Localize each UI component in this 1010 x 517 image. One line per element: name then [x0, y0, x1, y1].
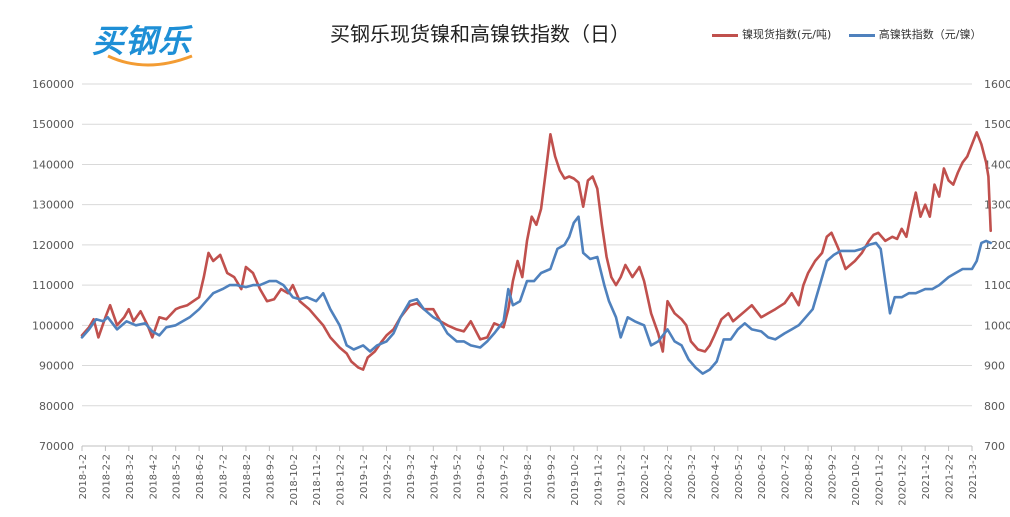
- x-tick-label: 2019-3-2: [406, 454, 417, 499]
- series-line-high-nickel-iron: [80, 215, 992, 375]
- y-left-tick-label: 150000: [32, 118, 74, 131]
- x-tick-label: 2019-8-2: [523, 454, 534, 499]
- y-left-tick-label: 90000: [39, 360, 74, 373]
- x-tick-label: 2020-4-2: [710, 454, 721, 499]
- x-tick-label: 2019-12-2: [617, 454, 628, 506]
- legend-swatch-blue: [848, 33, 875, 37]
- y-left-tick-label: 120000: [32, 239, 74, 252]
- x-tick-label: 2020-12-2: [898, 454, 909, 506]
- y-right-tick-label: 800: [984, 400, 1005, 413]
- x-tick-label: 2018-2-2: [101, 454, 112, 499]
- y-right-tick-label: 1500: [984, 118, 1010, 131]
- legend-item-high-nickel-iron: 高镍铁指数（元/镍）: [848, 26, 982, 42]
- y-left-tick-label: 70000: [39, 440, 74, 453]
- x-tick-label: 2020-9-2: [827, 454, 838, 499]
- x-tick-label: 2019-9-2: [546, 454, 557, 499]
- x-tick-label: 2019-11-2: [593, 454, 604, 506]
- x-tick-label: 2021-1-2: [921, 454, 932, 499]
- y-left-tick-label: 130000: [32, 199, 74, 212]
- x-tick-label: 2019-4-2: [429, 454, 440, 499]
- x-tick-label: 2020-11-2: [874, 454, 885, 506]
- chart-title: 买钢乐现货镍和高镍铁指数（日）: [330, 22, 630, 46]
- x-tick-label: 2020-2-2: [664, 454, 675, 499]
- x-tick-label: 2019-1-2: [359, 454, 370, 499]
- x-tick-label: 2021-3-2: [968, 454, 979, 499]
- x-tick-label: 2019-7-2: [500, 454, 511, 499]
- x-tick-label: 2018-12-2: [336, 454, 347, 506]
- x-tick-label: 2018-5-2: [172, 454, 183, 499]
- x-tick-label: 2018-9-2: [265, 454, 276, 499]
- x-tick-label: 2020-10-2: [851, 454, 862, 506]
- y-right-tick-label: 700: [984, 440, 1005, 453]
- x-tick-label: 2018-8-2: [242, 454, 253, 499]
- x-tick-label: 2018-3-2: [125, 454, 136, 499]
- legend-label: 高镍铁指数（元/镍）: [878, 28, 982, 41]
- x-tick-label: 2019-5-2: [453, 454, 464, 499]
- y-right-tick-label: 1400: [984, 158, 1010, 171]
- legend-swatch-red: [712, 33, 738, 37]
- x-tick-label: 2018-11-2: [312, 454, 323, 506]
- chart-legend: 镍现货指数(元/吨) 高镍铁指数（元/镍）: [712, 26, 996, 42]
- y-right-tick-label: 900: [984, 360, 1005, 373]
- x-tick-label: 2020-5-2: [734, 454, 745, 499]
- x-tick-label: 2018-6-2: [195, 454, 206, 499]
- y-right-tick-label: 1100: [984, 279, 1010, 292]
- logo-text: 买钢乐: [92, 22, 192, 60]
- y-right-tick-label: 1000: [984, 319, 1010, 332]
- x-tick-label: 2018-7-2: [219, 454, 230, 499]
- legend-item-nickel-spot: 镍现货指数(元/吨): [712, 26, 831, 42]
- y-right-tick-label: 1300: [984, 199, 1010, 212]
- y-left-tick-label: 100000: [32, 319, 74, 332]
- x-tick-label: 2018-4-2: [148, 454, 159, 499]
- x-tick-label: 2021-2-2: [945, 454, 956, 499]
- y-left-tick-label: 110000: [32, 279, 74, 292]
- brand-logo: 买钢乐: [88, 14, 208, 70]
- x-tick-label: 2020-7-2: [781, 454, 792, 499]
- x-tick-label: 2019-10-2: [570, 454, 581, 506]
- x-tick-label: 2020-3-2: [687, 454, 698, 499]
- x-tick-label: 2020-8-2: [804, 454, 815, 499]
- y-left-tick-label: 140000: [32, 158, 74, 171]
- legend-label: 镍现货指数(元/吨): [742, 28, 832, 41]
- x-tick-label: 2018-1-2: [78, 454, 89, 499]
- series-line-nickel-spot: [80, 131, 992, 371]
- x-tick-label: 2020-6-2: [757, 454, 768, 499]
- x-tick-label: 2019-2-2: [382, 454, 393, 499]
- y-left-tick-label: 160000: [32, 78, 74, 91]
- y-left-tick-label: 80000: [39, 400, 74, 413]
- x-tick-label: 2018-10-2: [289, 454, 300, 506]
- x-tick-label: 2019-6-2: [476, 454, 487, 499]
- y-right-tick-label: 1600: [984, 78, 1010, 91]
- logo-swoosh-icon: [107, 54, 193, 67]
- x-tick-label: 2020-1-2: [640, 454, 651, 499]
